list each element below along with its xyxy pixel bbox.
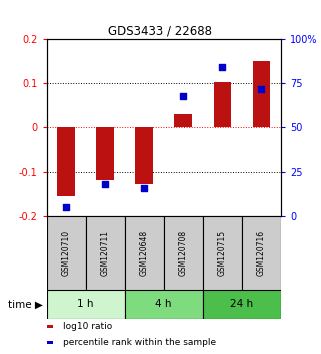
- Bar: [135, 127, 153, 184]
- Text: 24 h: 24 h: [230, 299, 253, 309]
- Point: [102, 181, 108, 187]
- Text: GSM120711: GSM120711: [100, 230, 110, 276]
- Bar: [57, 127, 75, 196]
- Point: [64, 204, 69, 210]
- Point: [259, 86, 264, 91]
- Bar: [47, 325, 53, 328]
- Text: GSM120715: GSM120715: [218, 230, 227, 276]
- Bar: [164, 216, 203, 290]
- Bar: [125, 290, 203, 319]
- Bar: [47, 216, 86, 290]
- Point: [142, 185, 147, 190]
- Text: GSM120708: GSM120708: [179, 230, 188, 276]
- Point: [220, 64, 225, 70]
- Bar: [203, 290, 281, 319]
- Bar: [47, 290, 125, 319]
- Bar: [174, 114, 192, 127]
- Bar: [96, 127, 114, 180]
- Text: 4 h: 4 h: [155, 299, 172, 309]
- Text: GDS3433 / 22688: GDS3433 / 22688: [108, 24, 213, 37]
- Text: log10 ratio: log10 ratio: [63, 322, 112, 331]
- Text: GSM120710: GSM120710: [62, 230, 71, 276]
- Bar: [47, 341, 53, 344]
- Bar: [203, 216, 242, 290]
- Bar: [213, 82, 231, 127]
- Bar: [242, 216, 281, 290]
- Bar: [253, 61, 270, 127]
- Text: time ▶: time ▶: [8, 299, 43, 309]
- Bar: [125, 216, 164, 290]
- Text: 1 h: 1 h: [77, 299, 94, 309]
- Bar: [86, 216, 125, 290]
- Text: percentile rank within the sample: percentile rank within the sample: [63, 338, 216, 347]
- Text: GSM120648: GSM120648: [140, 230, 149, 276]
- Text: GSM120716: GSM120716: [257, 230, 266, 276]
- Point: [181, 93, 186, 98]
